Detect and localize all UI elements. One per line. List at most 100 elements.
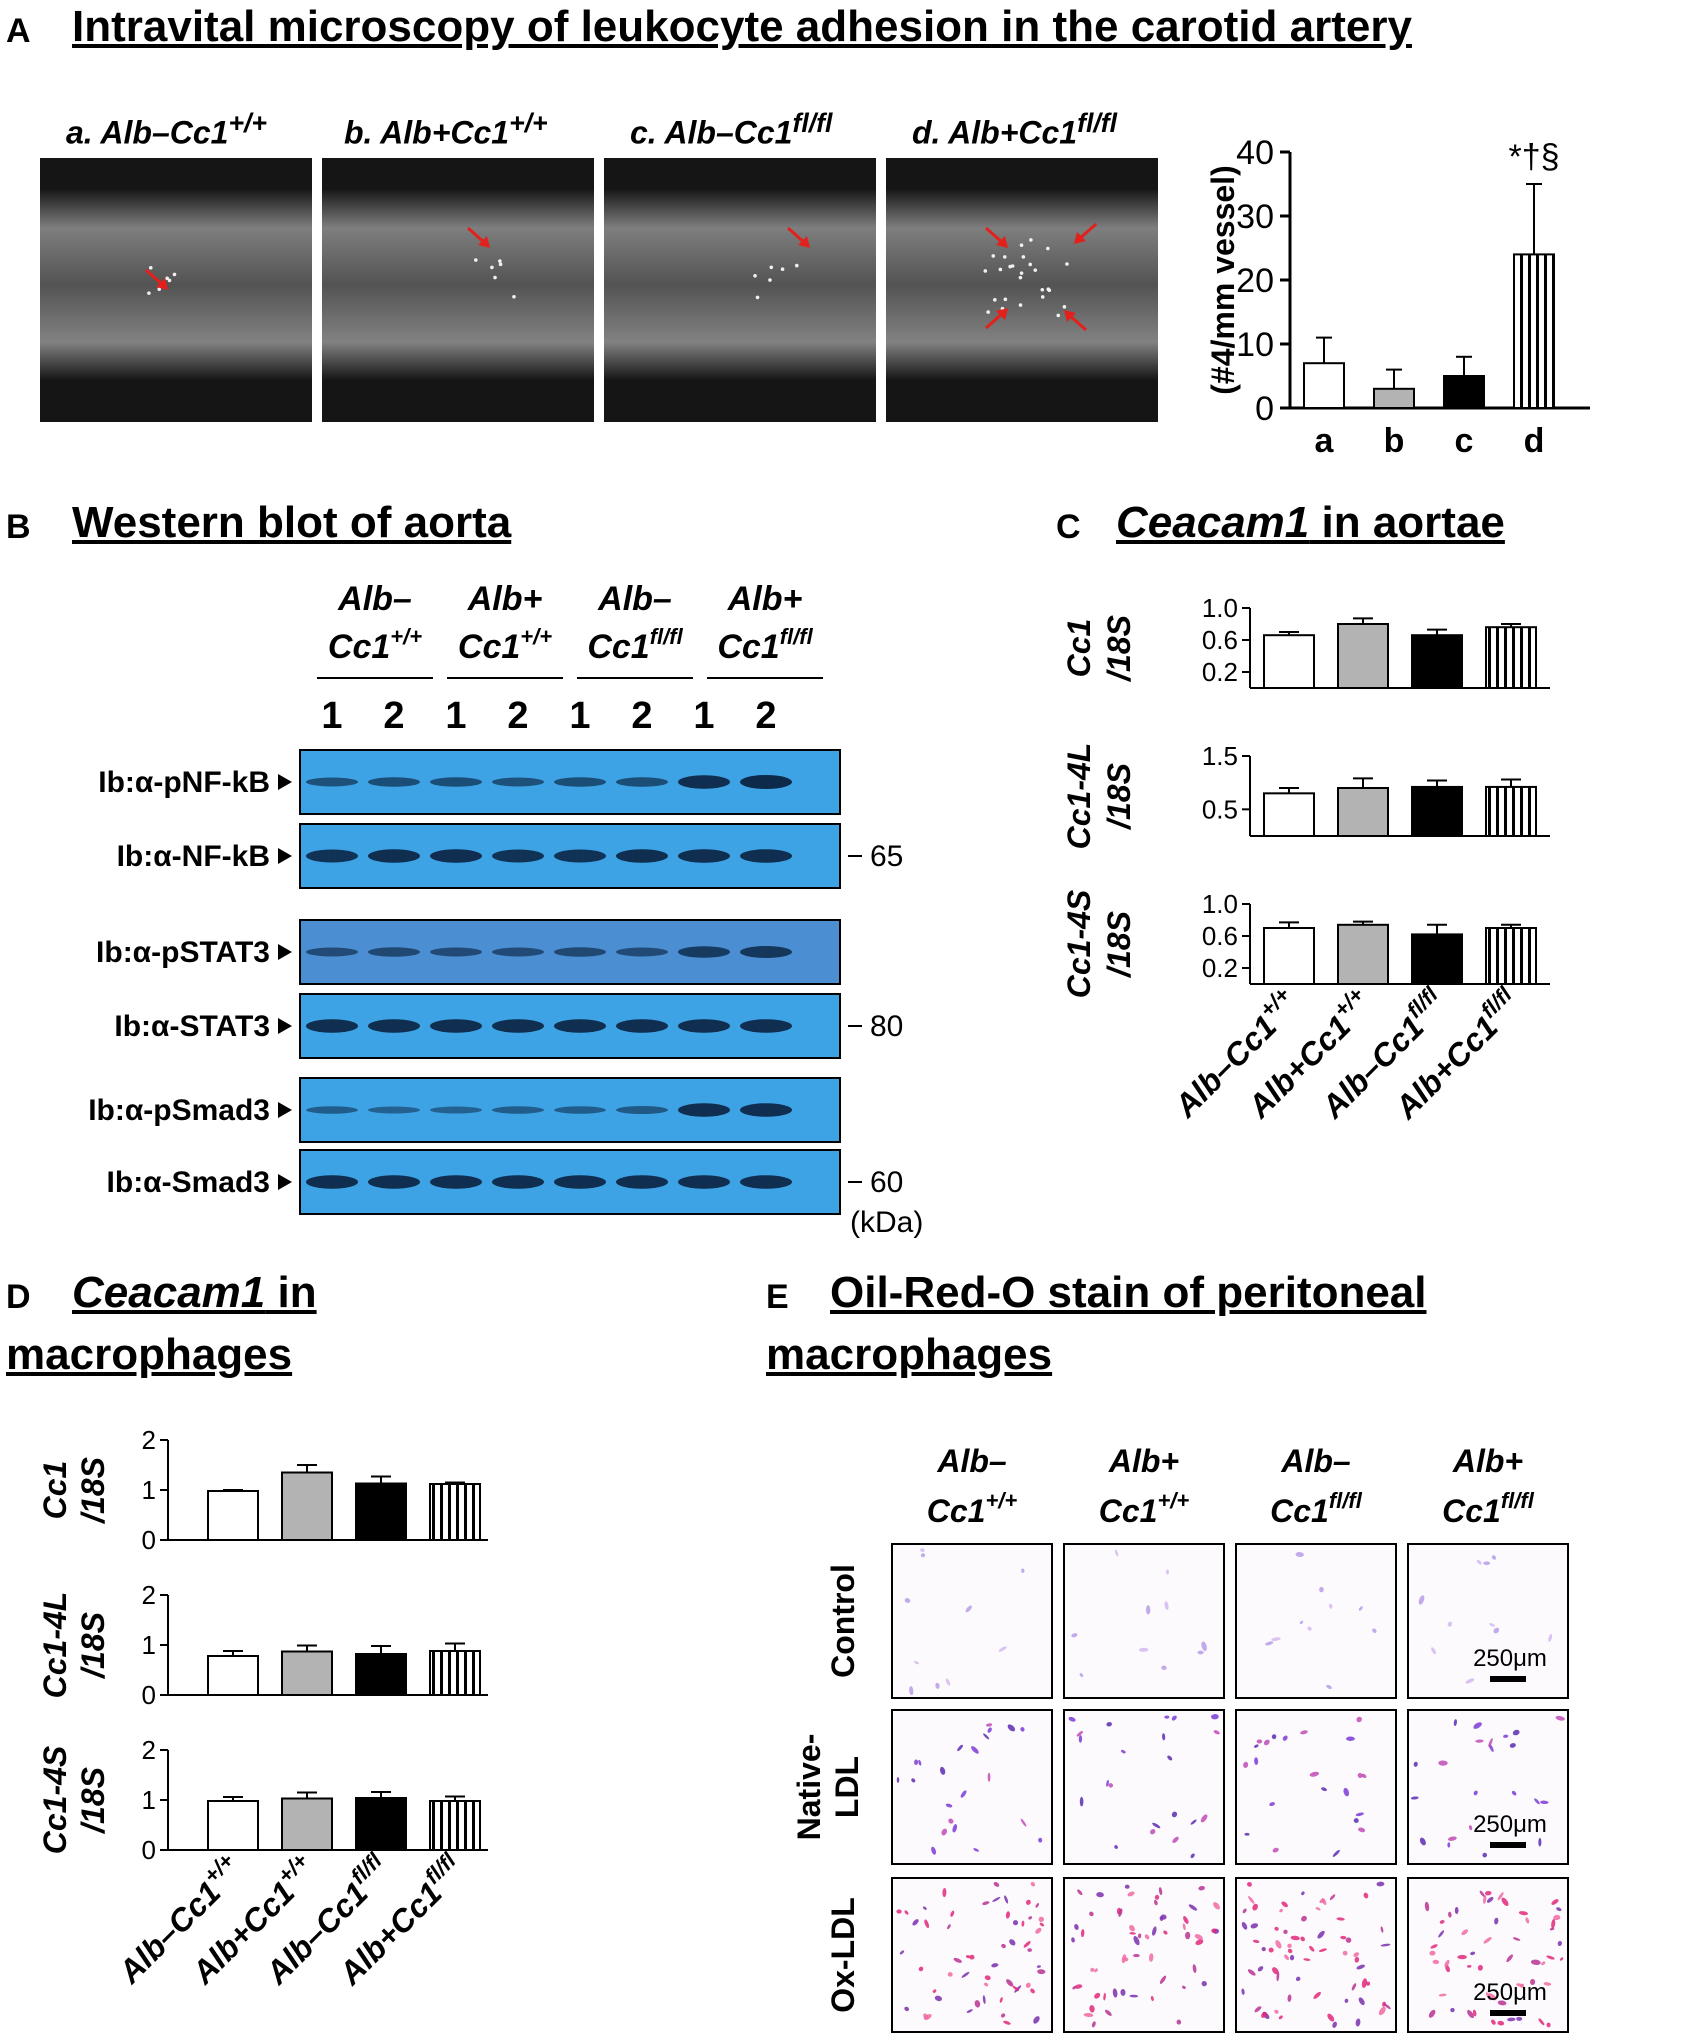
macrophage bbox=[983, 1733, 990, 1740]
macrophage bbox=[1171, 1715, 1177, 1721]
macrophage bbox=[1190, 1819, 1197, 1825]
macrophage bbox=[1511, 1790, 1517, 1796]
bar bbox=[1411, 785, 1463, 837]
macrophage bbox=[912, 1919, 919, 1926]
macrophage bbox=[1439, 1920, 1445, 1924]
macrophage bbox=[924, 1919, 930, 1929]
macrophage bbox=[1488, 1738, 1493, 1748]
leukocyte bbox=[147, 291, 151, 295]
band bbox=[492, 1106, 544, 1114]
macrophage bbox=[1309, 1945, 1315, 1952]
macrophage bbox=[1256, 1739, 1263, 1744]
macrophage bbox=[1133, 1935, 1140, 1946]
macrophage bbox=[1274, 1926, 1279, 1931]
y-tick-label: 2 bbox=[142, 1735, 156, 1765]
panel-a-chart: 0 10 20 30 40 (#4/mm vessel) a b c d *†§ bbox=[1200, 110, 1620, 490]
lane-number: 1 bbox=[445, 695, 466, 737]
panel-d-charts: 0 1 2 Cc1/18S 0 1 2 Cc1-4L/18S 0 1 2 Cc1-4S/18S Alb–… bbox=[0, 1410, 560, 2039]
lane-number: 2 bbox=[383, 695, 404, 737]
macrophage bbox=[1299, 1620, 1304, 1625]
blot-row-label: Ib:α-Smad3 bbox=[107, 1166, 270, 1199]
macrophage bbox=[1559, 1957, 1564, 1961]
macrophage bbox=[1201, 1981, 1207, 1987]
stain-group-label: Alb+ bbox=[1108, 1443, 1179, 1479]
vessel-3 bbox=[886, 190, 1158, 380]
mw-label: 60 bbox=[870, 1166, 903, 1199]
macrophage bbox=[1438, 1993, 1447, 1997]
bar bbox=[1485, 785, 1537, 837]
macrophage bbox=[1275, 1940, 1282, 1949]
macrophage bbox=[1162, 1733, 1166, 1741]
macrophage bbox=[1021, 1568, 1025, 1573]
macrophage bbox=[1353, 1952, 1360, 1957]
y-tick-label: 20 bbox=[1236, 262, 1274, 300]
leukocyte bbox=[769, 265, 774, 270]
leukocyte bbox=[768, 278, 772, 282]
macrophage bbox=[974, 2000, 981, 2008]
band bbox=[554, 1019, 606, 1033]
stain-group-label-line2: Cc1+/+ bbox=[927, 1488, 1018, 1529]
panel-a-bar-chart: 0 10 20 30 40(#4/mm vessel) a b c d *†§ bbox=[1205, 134, 1590, 460]
macrophage bbox=[911, 1778, 916, 1783]
macrophage bbox=[1129, 1932, 1136, 1935]
panel-e-letter: E bbox=[766, 1278, 789, 1316]
group-label: Alb– bbox=[597, 580, 672, 618]
leukocyte bbox=[1021, 255, 1026, 259]
row-pointer bbox=[278, 1018, 292, 1034]
y-axis-label-line2: /18S bbox=[1101, 762, 1137, 830]
leukocyte bbox=[148, 265, 153, 270]
x-tick-label: d bbox=[1524, 422, 1545, 460]
macrophage bbox=[1483, 1561, 1491, 1566]
macrophage bbox=[1163, 1930, 1168, 1935]
vessel-0 bbox=[40, 190, 312, 380]
macrophage bbox=[1303, 1958, 1311, 1961]
macrophage bbox=[1124, 1884, 1130, 1889]
macrophage bbox=[947, 1972, 953, 1977]
macrophage bbox=[1176, 2019, 1182, 2025]
leukocyte bbox=[1056, 313, 1061, 318]
macrophage bbox=[934, 1995, 943, 2002]
macrophage bbox=[1553, 1914, 1561, 1921]
band bbox=[492, 849, 544, 863]
macrophage bbox=[1287, 1943, 1292, 1948]
blot-row-label: Ib:α-pSTAT3 bbox=[96, 936, 270, 969]
macrophage bbox=[1005, 1911, 1010, 1919]
macrophage bbox=[1491, 2019, 1496, 2025]
macrophage bbox=[1483, 1937, 1492, 1944]
macrophage bbox=[998, 1646, 1007, 1652]
macrophage bbox=[1077, 1889, 1083, 1896]
band bbox=[430, 1106, 482, 1114]
micrographs-svg bbox=[40, 158, 1158, 422]
macrophage bbox=[1254, 1744, 1259, 1748]
leukocyte bbox=[1002, 255, 1007, 259]
band bbox=[492, 1175, 544, 1189]
macrophage bbox=[1003, 2020, 1011, 2025]
y-axis-label: Cc1 bbox=[1061, 619, 1097, 678]
macrophage bbox=[1250, 1923, 1259, 1929]
bar bbox=[355, 1482, 407, 1541]
y-tick-label: 0.2 bbox=[1202, 657, 1238, 687]
macrophage bbox=[1284, 1954, 1290, 1960]
stain-image bbox=[1063, 1709, 1225, 1865]
macrophage bbox=[1030, 1881, 1036, 1887]
macrophage bbox=[1555, 1715, 1565, 1721]
macrophage bbox=[1438, 1760, 1448, 1766]
y-tick-label: 0 bbox=[1255, 390, 1274, 428]
group-label: Alb– bbox=[337, 580, 412, 618]
macrophage bbox=[1091, 2021, 1096, 2028]
row-pointer bbox=[278, 944, 292, 960]
y-tick-label: 1.0 bbox=[1202, 593, 1238, 623]
leukocyte bbox=[1003, 297, 1008, 302]
macrophage bbox=[904, 2006, 910, 2012]
macrophage bbox=[952, 1824, 958, 1833]
panel-e-title-line2: macrophages bbox=[766, 1330, 1053, 1379]
macrophage bbox=[942, 1888, 947, 1898]
macrophage bbox=[1321, 1787, 1327, 1792]
macrophage bbox=[945, 1678, 951, 1686]
leukocyte bbox=[474, 258, 478, 262]
macrophage bbox=[1313, 1991, 1321, 1999]
macrophage bbox=[1345, 1937, 1352, 1943]
bar bbox=[429, 1800, 481, 1851]
macrophage bbox=[1210, 1714, 1219, 1720]
macrophage bbox=[1501, 1897, 1509, 1907]
